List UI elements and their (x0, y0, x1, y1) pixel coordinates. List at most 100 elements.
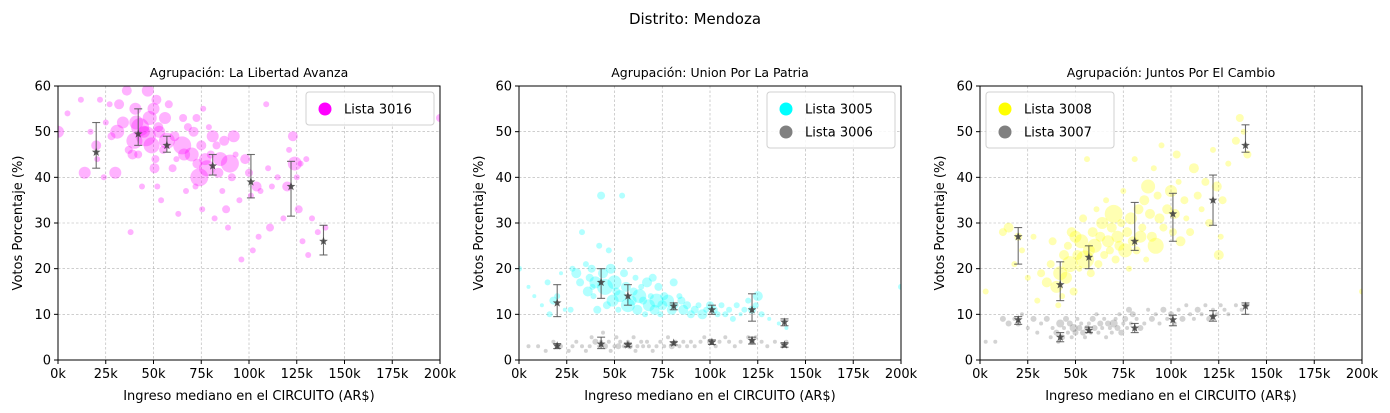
data-point (168, 164, 177, 173)
data-point (1222, 307, 1227, 312)
legend-box (305, 91, 435, 126)
bin-means (91, 108, 328, 256)
data-point (993, 339, 998, 344)
data-point (1030, 315, 1037, 322)
data-point (1079, 214, 1088, 223)
data-point (647, 293, 654, 300)
data-point (738, 312, 743, 317)
data-point (1063, 241, 1072, 250)
data-point (124, 145, 133, 154)
data-point (1125, 326, 1130, 330)
data-point (1084, 156, 1090, 163)
data-point (1076, 265, 1083, 272)
data-point (1206, 315, 1213, 322)
data-point (178, 148, 191, 161)
y-axis-label: Votos Porcentaje (%) (933, 156, 948, 291)
mean-star-marker (1168, 209, 1178, 218)
data-point (1133, 204, 1144, 215)
data-point (1096, 217, 1109, 229)
data-point (1069, 335, 1074, 340)
data-point (1122, 315, 1129, 322)
data-point (266, 223, 274, 232)
x-tick-label: 75k (650, 367, 675, 382)
scatter-points (58, 86, 440, 263)
data-point (1072, 329, 1079, 336)
data-point (131, 118, 150, 137)
chart-panel-3: 0k 25k 50k 75k 100k 125k 150k 175k 200k 0 10 20 30 40… (933, 65, 1379, 404)
x-tick-label: 175k (837, 367, 870, 382)
data-point (579, 229, 585, 236)
data-point (1210, 146, 1216, 153)
data-point (1087, 238, 1102, 253)
mean-star-marker (1241, 140, 1250, 150)
mean-star-marker (596, 277, 606, 287)
data-point (1024, 274, 1031, 281)
data-point (697, 309, 708, 320)
data-point (280, 215, 287, 222)
data-point (1126, 306, 1132, 313)
data-point (532, 294, 537, 299)
data-point (1198, 206, 1205, 213)
data-point (257, 188, 264, 194)
data-point (1102, 235, 1114, 248)
data-point (587, 264, 596, 273)
data-point (982, 288, 989, 295)
data-point (703, 306, 710, 313)
data-point (251, 181, 262, 192)
data-point (175, 210, 182, 217)
data-point (519, 265, 522, 272)
legend-marker (779, 125, 793, 139)
data-point (299, 238, 306, 245)
data-point (143, 137, 160, 154)
data-point (615, 343, 622, 350)
data-point (1160, 306, 1167, 313)
data-point (127, 149, 138, 160)
data-point (97, 96, 103, 103)
data-point (642, 311, 649, 318)
data-point (546, 311, 553, 318)
y-tick-label: 10 (956, 308, 973, 323)
data-point (619, 192, 626, 199)
data-point (265, 165, 272, 172)
data-point (526, 344, 531, 349)
data-point (642, 299, 655, 312)
data-point (1093, 206, 1100, 213)
data-point (151, 155, 160, 164)
x-tick-label: 150k (1250, 367, 1283, 382)
data-point (983, 339, 988, 344)
data-point (633, 348, 638, 353)
data-point (1150, 165, 1157, 172)
legend-marker (998, 102, 1012, 116)
data-point (683, 301, 692, 310)
data-point (650, 348, 655, 353)
y-tick-label: 40 (956, 171, 973, 186)
data-point (1079, 321, 1084, 326)
data-point (149, 163, 160, 174)
data-point (723, 335, 728, 340)
data-point (759, 339, 764, 344)
y-tick-label: 50 (495, 125, 512, 140)
mean-star-marker (623, 340, 633, 349)
y-tick-label: 20 (34, 262, 51, 277)
data-point (695, 302, 702, 309)
data-point (1105, 320, 1111, 327)
data-point (589, 283, 596, 290)
legend-label: Lista 3008 (1024, 103, 1092, 118)
data-point (685, 344, 690, 349)
data-point (164, 100, 173, 109)
data-point (1239, 307, 1244, 312)
mean-star-marker (162, 140, 172, 150)
data-point (1055, 302, 1062, 309)
data-point (1060, 271, 1072, 284)
data-point (606, 294, 619, 307)
data-point (1097, 320, 1104, 327)
x-tick-label: 50k (602, 367, 627, 382)
mean-star-marker (133, 129, 143, 138)
data-point (582, 261, 589, 268)
data-point (127, 229, 134, 236)
data-point (153, 125, 166, 138)
data-point (1019, 247, 1025, 254)
data-point (629, 287, 638, 296)
data-point (566, 348, 571, 353)
